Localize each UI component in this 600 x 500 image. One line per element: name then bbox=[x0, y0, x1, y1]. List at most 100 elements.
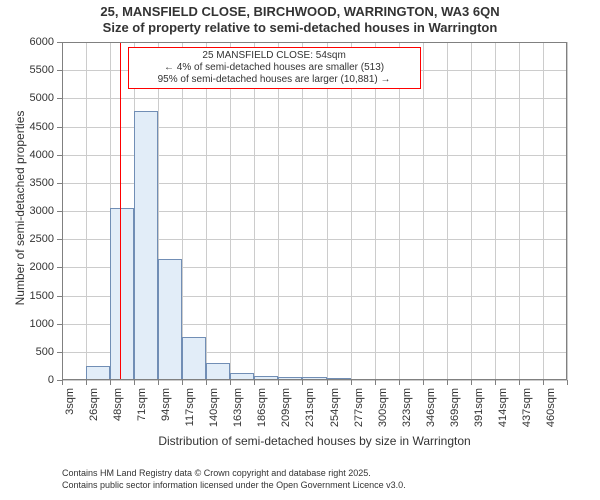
ytick-mark bbox=[57, 42, 62, 43]
gridline-x bbox=[206, 42, 207, 380]
gridline-x bbox=[278, 42, 279, 380]
ytick-mark bbox=[57, 267, 62, 268]
xtick-mark bbox=[423, 380, 424, 385]
xtick-mark bbox=[230, 380, 231, 385]
xtick-mark bbox=[254, 380, 255, 385]
gridline-x bbox=[375, 42, 376, 380]
gridline-x bbox=[495, 42, 496, 380]
ytick-mark bbox=[57, 211, 62, 212]
gridline-x bbox=[447, 42, 448, 380]
chart-title-line2: Size of property relative to semi-detach… bbox=[0, 20, 600, 35]
xtick-mark bbox=[447, 380, 448, 385]
xtick-mark bbox=[182, 380, 183, 385]
gridline-x bbox=[182, 42, 183, 380]
gridline-x bbox=[399, 42, 400, 380]
xtick-mark bbox=[158, 380, 159, 385]
gridline-y bbox=[62, 380, 567, 381]
xtick-label: 209sqm bbox=[280, 388, 292, 438]
gridline-x bbox=[254, 42, 255, 380]
top-axis-line bbox=[62, 42, 567, 43]
xtick-label: 391sqm bbox=[473, 388, 485, 438]
ytick-label: 3500 bbox=[0, 177, 54, 189]
gridline-x bbox=[302, 42, 303, 380]
ytick-label: 6000 bbox=[0, 36, 54, 48]
xtick-label: 186sqm bbox=[256, 388, 268, 438]
gridline-y bbox=[62, 98, 567, 99]
xtick-label: 460sqm bbox=[545, 388, 557, 438]
ytick-label: 1000 bbox=[0, 318, 54, 330]
ytick-label: 500 bbox=[0, 346, 54, 358]
xtick-label: 117sqm bbox=[184, 388, 196, 438]
ytick-label: 0 bbox=[0, 374, 54, 386]
xtick-mark bbox=[110, 380, 111, 385]
gridline-x bbox=[471, 42, 472, 380]
xtick-mark bbox=[495, 380, 496, 385]
gridline-x bbox=[423, 42, 424, 380]
xtick-label: 26sqm bbox=[88, 388, 100, 438]
histogram-bar bbox=[158, 259, 182, 380]
gridline-x bbox=[351, 42, 352, 380]
footer-line2: Contains public sector information licen… bbox=[62, 480, 406, 490]
gridline-x bbox=[230, 42, 231, 380]
xtick-mark bbox=[62, 380, 63, 385]
xtick-label: 323sqm bbox=[401, 388, 413, 438]
ytick-label: 4000 bbox=[0, 149, 54, 161]
xtick-mark bbox=[134, 380, 135, 385]
property-size-histogram: 25, MANSFIELD CLOSE, BIRCHWOOD, WARRINGT… bbox=[0, 0, 600, 500]
xtick-label: 94sqm bbox=[160, 388, 172, 438]
xtick-label: 300sqm bbox=[377, 388, 389, 438]
xtick-mark bbox=[206, 380, 207, 385]
xtick-mark bbox=[327, 380, 328, 385]
ytick-label: 1500 bbox=[0, 290, 54, 302]
y-axis-line bbox=[62, 42, 63, 380]
xtick-mark bbox=[399, 380, 400, 385]
xtick-label: 369sqm bbox=[449, 388, 461, 438]
ytick-mark bbox=[57, 70, 62, 71]
annotation-line3: 95% of semi-detached houses are larger (… bbox=[133, 74, 416, 86]
ytick-mark bbox=[57, 127, 62, 128]
gridline-x bbox=[327, 42, 328, 380]
ytick-mark bbox=[57, 324, 62, 325]
xtick-label: 414sqm bbox=[497, 388, 509, 438]
xtick-label: 346sqm bbox=[425, 388, 437, 438]
ytick-mark bbox=[57, 98, 62, 99]
plot-area: 25 MANSFIELD CLOSE: 54sqm← 4% of semi-de… bbox=[62, 42, 567, 380]
gridline-x bbox=[543, 42, 544, 380]
annotation-box: 25 MANSFIELD CLOSE: 54sqm← 4% of semi-de… bbox=[128, 47, 421, 89]
xtick-label: 254sqm bbox=[329, 388, 341, 438]
gridline-x bbox=[519, 42, 520, 380]
ytick-mark bbox=[57, 352, 62, 353]
gridline-x bbox=[567, 42, 568, 380]
xtick-label: 48sqm bbox=[112, 388, 124, 438]
xtick-mark bbox=[543, 380, 544, 385]
ytick-label: 5500 bbox=[0, 64, 54, 76]
xtick-mark bbox=[351, 380, 352, 385]
xtick-label: 277sqm bbox=[353, 388, 365, 438]
xtick-mark bbox=[86, 380, 87, 385]
xtick-mark bbox=[302, 380, 303, 385]
ytick-label: 3000 bbox=[0, 205, 54, 217]
histogram-bar bbox=[86, 366, 110, 380]
xtick-mark bbox=[471, 380, 472, 385]
xtick-label: 140sqm bbox=[208, 388, 220, 438]
ytick-label: 2000 bbox=[0, 261, 54, 273]
ytick-mark bbox=[57, 296, 62, 297]
xtick-label: 3sqm bbox=[64, 388, 76, 438]
ytick-mark bbox=[57, 183, 62, 184]
xtick-mark bbox=[278, 380, 279, 385]
ytick-label: 2500 bbox=[0, 233, 54, 245]
chart-title-line1: 25, MANSFIELD CLOSE, BIRCHWOOD, WARRINGT… bbox=[0, 4, 600, 19]
ytick-mark bbox=[57, 155, 62, 156]
xtick-label: 163sqm bbox=[232, 388, 244, 438]
ytick-mark bbox=[57, 239, 62, 240]
gridline-x bbox=[86, 42, 87, 380]
xtick-mark bbox=[519, 380, 520, 385]
histogram-bar bbox=[134, 111, 158, 380]
annotation-line2: ← 4% of semi-detached houses are smaller… bbox=[133, 62, 416, 74]
right-axis-line bbox=[566, 42, 567, 380]
footer-line1: Contains HM Land Registry data © Crown c… bbox=[62, 468, 371, 478]
xtick-mark bbox=[567, 380, 568, 385]
property-marker-line bbox=[120, 42, 121, 380]
annotation-line1: 25 MANSFIELD CLOSE: 54sqm bbox=[133, 50, 416, 62]
histogram-bar bbox=[206, 363, 230, 380]
